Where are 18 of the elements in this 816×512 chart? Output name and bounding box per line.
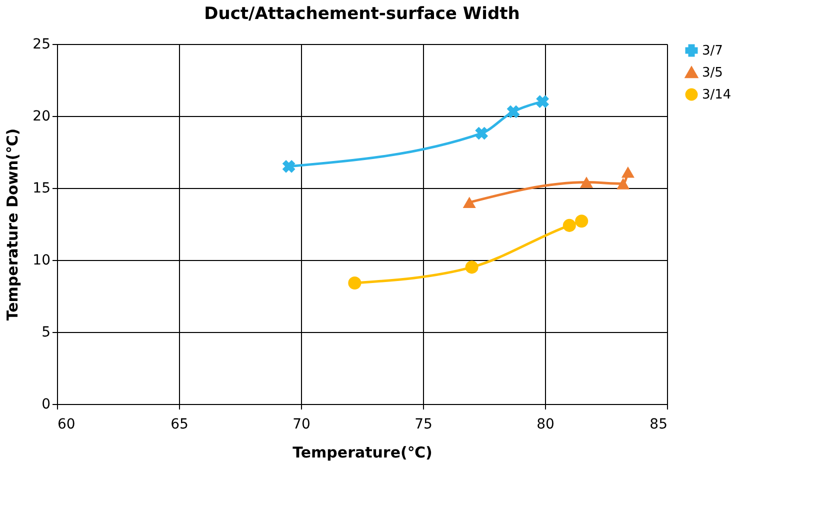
x-tick-label: 65 [170,416,188,432]
legend-label: 3/7 [702,44,723,58]
legend-label: 3/5 [702,66,723,80]
x-tick-label: 80 [536,416,554,432]
x-tick-label: 85 [650,416,668,432]
x-tick-label: 75 [414,416,432,432]
chart-title: Duct/Attachement-surface Width [204,4,520,24]
y-tick-label: 10 [32,252,50,268]
x-tick-label: 60 [58,416,76,432]
y-tick-label: 5 [42,324,50,340]
y-tick-label: 15 [32,180,50,196]
y-tick-label: 25 [32,36,50,52]
y-tick-label: 0 [42,396,50,412]
x-axis-title: Temperature(℃) [292,444,432,462]
x-tick-label: 70 [292,416,310,432]
y-tick-label: 20 [32,108,50,124]
legend-label: 3/14 [702,88,732,102]
y-axis-title: Temperature Down(℃) [4,128,22,321]
